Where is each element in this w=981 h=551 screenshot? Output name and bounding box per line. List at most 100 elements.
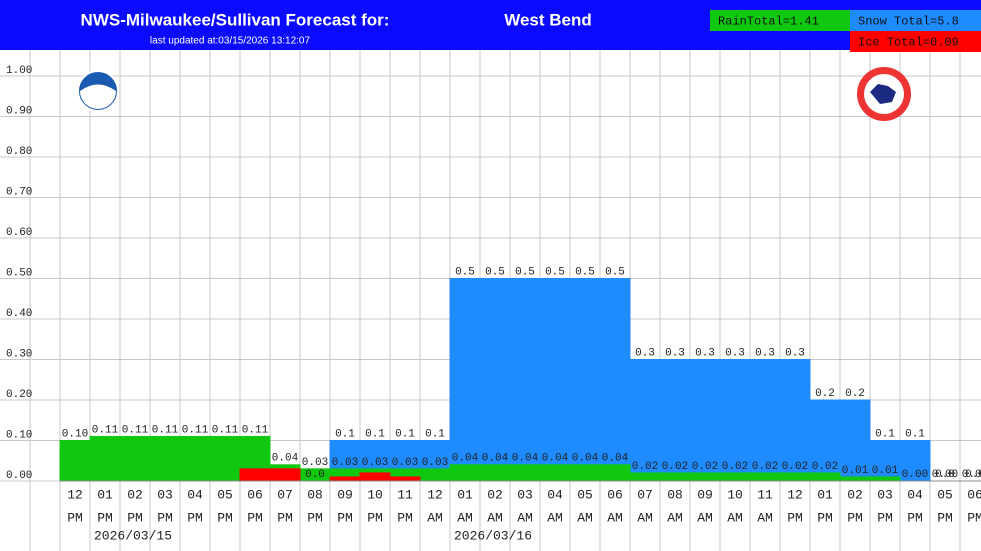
- value-label: 0.00: [902, 469, 928, 481]
- y-tick-label: 0.00: [6, 470, 32, 482]
- value-label: 0.3: [665, 347, 685, 359]
- value-label: 0.01: [872, 465, 899, 477]
- bar: [779, 359, 811, 482]
- bar: [689, 472, 721, 482]
- x-tick-label: 08: [307, 487, 323, 502]
- x-period-label: AM: [577, 510, 593, 525]
- x-period-label: PM: [787, 510, 803, 525]
- x-period-label: PM: [217, 510, 233, 525]
- y-tick-label: 0.90: [6, 105, 32, 117]
- bar: [629, 359, 661, 482]
- x-tick-label: 12: [67, 487, 83, 502]
- value-label: 0.11: [182, 424, 209, 436]
- value-label: 0.11: [212, 424, 239, 436]
- bar: [569, 464, 601, 482]
- x-tick-label: 04: [187, 487, 203, 502]
- value-label: 0.03: [362, 457, 388, 469]
- x-tick-label: 06: [247, 487, 263, 502]
- value-label: 0.1: [395, 428, 415, 440]
- value-label: 0.1: [905, 428, 925, 440]
- value-label: 0.1: [425, 428, 445, 440]
- y-tick-label: 0.50: [6, 267, 32, 279]
- bar: [449, 464, 481, 482]
- x-tick-label: 03: [517, 487, 533, 502]
- value-label: 0.02: [722, 461, 748, 473]
- bar: [719, 359, 751, 482]
- y-tick-label: 0.40: [6, 308, 32, 320]
- value-label: 0.03: [332, 457, 358, 469]
- bar: [869, 476, 901, 482]
- legend-box: [850, 10, 981, 31]
- bar: [539, 278, 571, 482]
- x-period-label: PM: [67, 510, 83, 525]
- legend-box: [710, 10, 850, 31]
- location: West Bend: [504, 10, 592, 29]
- x-period-label: PM: [877, 510, 893, 525]
- x-tick-label: 09: [337, 487, 353, 502]
- nws-logo: [857, 67, 911, 121]
- x-period-label: PM: [397, 510, 413, 525]
- value-label: 0.02: [812, 461, 838, 473]
- value-label: 0.2: [815, 388, 835, 400]
- bar: [479, 278, 511, 482]
- value-label: 0.3: [725, 347, 745, 359]
- bar: [839, 399, 871, 482]
- bar: [749, 472, 781, 482]
- value-label: 0.04: [572, 453, 599, 465]
- bar: [509, 464, 541, 482]
- bar: [899, 440, 931, 482]
- value-label: 0.04: [602, 453, 629, 465]
- value-label: 0.04: [512, 453, 539, 465]
- x-period-label: AM: [427, 510, 443, 525]
- value-label: 0.03: [422, 457, 448, 469]
- x-tick-label: 01: [817, 487, 833, 502]
- value-label: 0.3: [695, 347, 715, 359]
- x-period-label: PM: [337, 510, 353, 525]
- x-tick-label: 12: [787, 487, 803, 502]
- x-period-label: AM: [697, 510, 713, 525]
- x-period-label: AM: [637, 510, 653, 525]
- x-period-label: PM: [247, 510, 263, 525]
- bar: [569, 278, 601, 482]
- x-tick-label: 03: [157, 487, 173, 502]
- x-period-label: PM: [937, 510, 953, 525]
- plot: 0.00 0.10 0.20 0.30 0.40 0.50 0.60 0.70 0.80 0.90…: [0, 50, 981, 551]
- bar: [659, 472, 691, 482]
- x-period-label: AM: [607, 510, 623, 525]
- bar: [119, 435, 151, 482]
- x-period-label: PM: [187, 510, 203, 525]
- value-label: 0.1: [875, 428, 895, 440]
- value-label: 0.11: [122, 424, 149, 436]
- value-label: 0.3: [755, 347, 775, 359]
- bar: [839, 476, 871, 482]
- y-tick-label: 0.60: [6, 227, 32, 239]
- noaa-logo: [77, 70, 119, 112]
- legend-label: RainTotal=1.41: [718, 15, 819, 29]
- bar: [179, 435, 211, 482]
- value-label: 0.00: [932, 469, 958, 481]
- bar: [359, 472, 391, 482]
- value-label: 0.01: [842, 465, 869, 477]
- x-tick-label: 07: [637, 487, 653, 502]
- value-label: 0.3: [785, 347, 805, 359]
- value-label: 0.04: [542, 453, 569, 465]
- x-tick-label: 10: [367, 487, 383, 502]
- bar: [389, 476, 421, 482]
- value-label: 0.3: [635, 347, 655, 359]
- y-tick-label: 0.80: [6, 146, 32, 158]
- x-tick-label: 02: [847, 487, 863, 502]
- y-tick-label: 0.70: [6, 186, 32, 198]
- x-period-label: PM: [157, 510, 173, 525]
- value-label: 0.5: [515, 266, 535, 278]
- x-tick-label: 02: [127, 487, 143, 502]
- legend-box: [850, 31, 981, 52]
- x-tick-label: 08: [667, 487, 683, 502]
- bar: [449, 278, 481, 482]
- x-period-label: AM: [547, 510, 563, 525]
- x-tick-label: 06: [607, 487, 623, 502]
- x-tick-label: 03: [877, 487, 893, 502]
- x-period-label: PM: [277, 510, 293, 525]
- y-tick-label: 0.20: [6, 389, 32, 401]
- x-tick-label: 10: [727, 487, 743, 502]
- x-tick-label: 12: [427, 487, 443, 502]
